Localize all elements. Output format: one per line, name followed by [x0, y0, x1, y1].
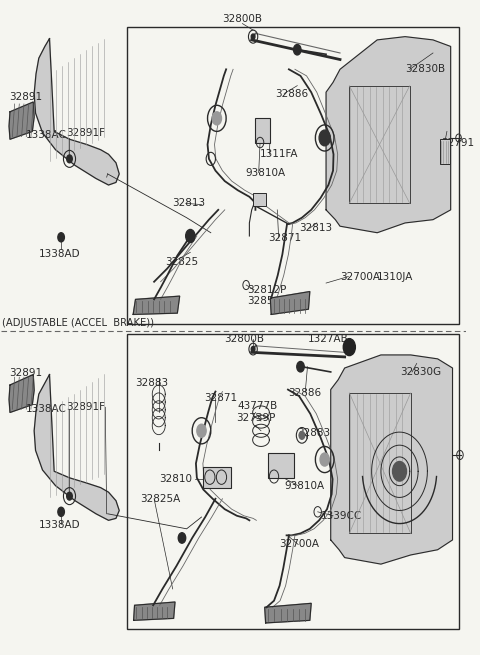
Polygon shape [34, 375, 119, 520]
Polygon shape [9, 375, 34, 413]
Text: 32871: 32871 [268, 233, 301, 243]
Polygon shape [34, 39, 119, 185]
Text: 1310JA: 1310JA [377, 272, 414, 282]
Circle shape [297, 362, 304, 372]
Text: 32891: 32891 [9, 368, 42, 378]
Circle shape [197, 424, 206, 438]
Text: 32700A: 32700A [279, 540, 319, 550]
Text: 1339CC: 1339CC [321, 511, 362, 521]
Text: 1327AB: 1327AB [308, 334, 348, 345]
Text: 32891F: 32891F [66, 402, 105, 412]
Text: 32700A: 32700A [340, 272, 380, 282]
Circle shape [186, 229, 195, 242]
Polygon shape [331, 355, 453, 564]
Circle shape [58, 233, 64, 242]
Text: 32883: 32883 [135, 378, 168, 388]
Text: 1338AD: 1338AD [39, 520, 81, 530]
Text: 32871: 32871 [204, 393, 238, 403]
Bar [203, 467, 231, 487]
Bar [127, 27, 459, 324]
Text: 32891F: 32891F [66, 128, 105, 138]
Text: 32830G: 32830G [400, 367, 442, 377]
Text: 32800B: 32800B [224, 334, 264, 345]
Text: 93810A: 93810A [284, 481, 324, 491]
Text: 32791: 32791 [441, 138, 474, 148]
Circle shape [251, 346, 255, 352]
Text: 32800B: 32800B [222, 14, 263, 24]
Bar [252, 193, 265, 206]
Text: 1338AD: 1338AD [39, 249, 81, 259]
Circle shape [393, 462, 407, 481]
Text: 32891: 32891 [9, 92, 42, 102]
Circle shape [299, 432, 305, 440]
Text: 32883: 32883 [297, 428, 330, 438]
Text: 32825: 32825 [165, 257, 198, 267]
Text: (ADJUSTABLE (ACCEL  BRAKE)): (ADJUSTABLE (ACCEL BRAKE)) [2, 318, 154, 328]
Bar [127, 334, 459, 629]
Polygon shape [9, 102, 34, 140]
Text: 32812P: 32812P [247, 284, 287, 295]
Text: 32739P: 32739P [236, 413, 276, 422]
Circle shape [294, 45, 301, 55]
Bar [268, 453, 294, 478]
Text: 32854: 32854 [247, 296, 280, 307]
Circle shape [251, 34, 255, 39]
Circle shape [343, 339, 355, 356]
Text: 1338AC: 1338AC [26, 130, 67, 140]
Text: 1311FA: 1311FA [260, 149, 299, 159]
Circle shape [58, 507, 64, 516]
Polygon shape [270, 291, 310, 314]
Circle shape [67, 492, 72, 500]
Circle shape [178, 533, 186, 543]
Text: 32886: 32886 [275, 88, 308, 98]
Text: 43777B: 43777B [238, 401, 278, 411]
Text: 93810A: 93810A [246, 168, 286, 178]
Text: 32813: 32813 [172, 198, 205, 208]
Circle shape [67, 155, 72, 163]
Text: 32830B: 32830B [405, 64, 445, 74]
Polygon shape [133, 296, 180, 314]
Text: 32813: 32813 [299, 223, 332, 233]
Polygon shape [326, 37, 451, 233]
Text: 1338AC: 1338AC [26, 404, 67, 414]
Polygon shape [264, 603, 311, 623]
Bar [440, 140, 450, 164]
Circle shape [212, 112, 221, 125]
Circle shape [320, 453, 329, 466]
Bar [255, 119, 270, 143]
Polygon shape [133, 602, 175, 620]
Circle shape [319, 130, 330, 146]
Text: 32810: 32810 [159, 474, 192, 484]
Text: 32886: 32886 [288, 388, 321, 398]
Text: 32825A: 32825A [140, 494, 180, 504]
